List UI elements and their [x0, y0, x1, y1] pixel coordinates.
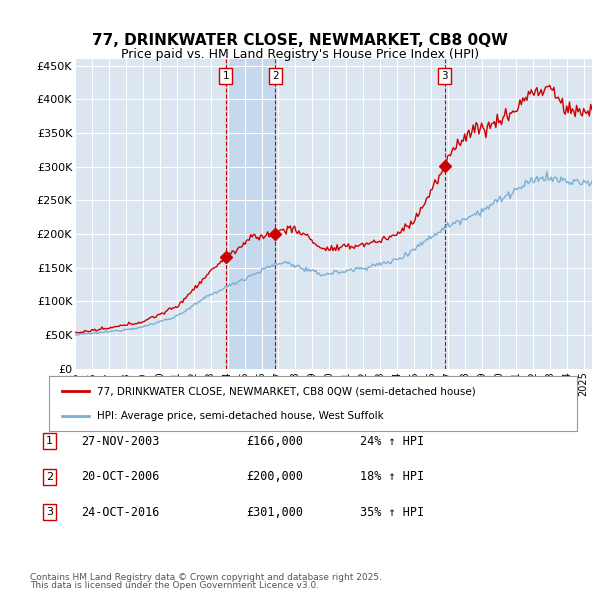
Text: Price paid vs. HM Land Registry's House Price Index (HPI): Price paid vs. HM Land Registry's House …	[121, 48, 479, 61]
Text: 27-NOV-2003: 27-NOV-2003	[81, 435, 160, 448]
Text: Contains HM Land Registry data © Crown copyright and database right 2025.: Contains HM Land Registry data © Crown c…	[30, 572, 382, 582]
Text: 2: 2	[272, 71, 278, 81]
Text: 3: 3	[46, 507, 53, 517]
Text: This data is licensed under the Open Government Licence v3.0.: This data is licensed under the Open Gov…	[30, 581, 319, 590]
Text: 18% ↑ HPI: 18% ↑ HPI	[360, 470, 424, 483]
Text: 1: 1	[46, 437, 53, 446]
Text: 24% ↑ HPI: 24% ↑ HPI	[360, 435, 424, 448]
Text: 77, DRINKWATER CLOSE, NEWMARKET, CB8 0QW (semi-detached house): 77, DRINKWATER CLOSE, NEWMARKET, CB8 0QW…	[97, 386, 475, 396]
Text: 3: 3	[442, 71, 448, 81]
Text: 1: 1	[223, 71, 229, 81]
Text: 20-OCT-2006: 20-OCT-2006	[81, 470, 160, 483]
Text: 2: 2	[46, 472, 53, 481]
Text: £301,000: £301,000	[246, 506, 303, 519]
Bar	[226, 59, 275, 369]
Text: 24-OCT-2016: 24-OCT-2016	[81, 506, 160, 519]
Text: £200,000: £200,000	[246, 470, 303, 483]
Text: 35% ↑ HPI: 35% ↑ HPI	[360, 506, 424, 519]
Text: HPI: Average price, semi-detached house, West Suffolk: HPI: Average price, semi-detached house,…	[97, 411, 383, 421]
Text: 77, DRINKWATER CLOSE, NEWMARKET, CB8 0QW: 77, DRINKWATER CLOSE, NEWMARKET, CB8 0QW	[92, 32, 508, 48]
Text: £166,000: £166,000	[246, 435, 303, 448]
